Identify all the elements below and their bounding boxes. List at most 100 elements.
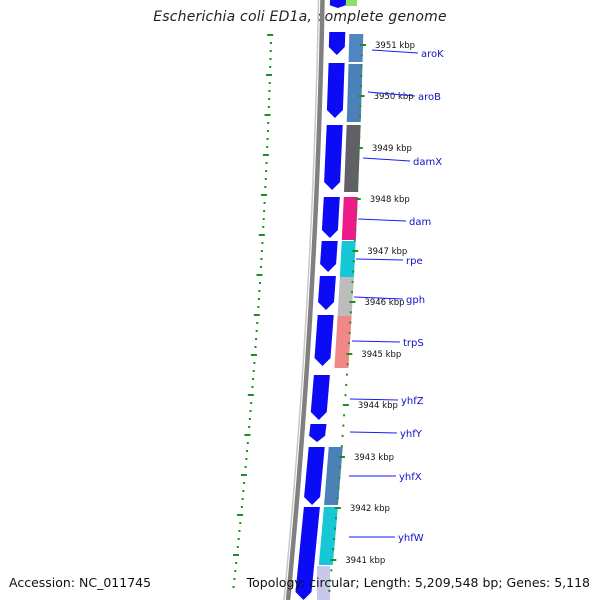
kbp-minor-tick xyxy=(332,548,335,551)
kbp-minor-tick xyxy=(342,424,345,427)
leader-line-damX xyxy=(362,157,411,162)
kbp-minor-tick xyxy=(329,579,332,582)
leader-line-gph xyxy=(353,296,404,300)
gc-tick xyxy=(252,378,255,380)
kbp-minor-tick xyxy=(346,363,349,366)
kbp-minor-tick xyxy=(358,125,361,128)
gene-label-gph: gph xyxy=(406,295,425,306)
kbp-tick xyxy=(354,198,361,200)
kbp-minor-tick xyxy=(353,239,356,242)
backbone-line xyxy=(285,0,325,600)
kbp-tick xyxy=(349,301,356,303)
gc-tick xyxy=(232,554,239,556)
kbp-minor-tick xyxy=(347,342,350,345)
kbp-minor-tick xyxy=(355,208,358,211)
kbp-minor-tick xyxy=(338,476,341,479)
kbp-minor-tick xyxy=(359,85,362,88)
gc-tick xyxy=(253,314,260,316)
kbp-label: 3945 kbp xyxy=(361,350,401,360)
cog-block-aroB xyxy=(346,64,363,122)
accession-label: Accession: NC_011745 xyxy=(9,575,152,590)
cog-block-top xyxy=(346,0,357,6)
gc-tick xyxy=(269,58,272,60)
gc-tick xyxy=(260,250,263,252)
gc-tick xyxy=(264,178,267,180)
kbp-minor-tick xyxy=(341,434,344,437)
gc-tick xyxy=(266,130,269,132)
gc-tick xyxy=(269,42,272,44)
gc-tick xyxy=(259,266,262,268)
gc-tick xyxy=(265,74,272,76)
kbp-minor-tick xyxy=(337,486,340,489)
gc-tick xyxy=(246,442,249,444)
gc-tick xyxy=(232,586,235,588)
kbp-label: 3946 kbp xyxy=(364,298,404,308)
kbp-tick xyxy=(334,507,341,509)
gc-tick xyxy=(257,298,260,300)
gc-tick xyxy=(258,234,265,236)
cog-block-aroK xyxy=(348,34,364,62)
gc-tick xyxy=(263,202,266,204)
map-title: Escherichia coli ED1a, complete genome xyxy=(153,9,447,25)
leader-line-yhfY xyxy=(349,431,398,434)
kbp-tick xyxy=(338,456,345,458)
kbp-tick xyxy=(352,250,359,252)
gc-tick xyxy=(237,538,240,540)
gc-tick xyxy=(245,458,248,460)
kbp-minor-tick xyxy=(354,228,357,231)
kbp-minor-tick xyxy=(351,280,354,283)
cog-block-trpS xyxy=(334,316,352,368)
gc-tick xyxy=(244,466,247,468)
kbp-label: 3951 kbp xyxy=(375,41,415,51)
kbp-minor-tick xyxy=(352,270,355,273)
kbp-minor-tick xyxy=(351,291,354,294)
gc-tick xyxy=(264,114,271,116)
gene-arrow xyxy=(321,197,340,238)
kbp-minor-tick xyxy=(340,445,343,448)
gc-tick xyxy=(256,322,259,324)
cog-block-bottom xyxy=(317,566,330,600)
kbp-minor-tick xyxy=(358,136,361,139)
gene-arrow xyxy=(314,315,334,366)
kbp-label: 3948 kbp xyxy=(370,195,410,205)
kbp-minor-tick xyxy=(348,331,351,334)
gene-label-yhfX: yhfX xyxy=(399,472,422,483)
kbp-label: 3947 kbp xyxy=(367,247,407,257)
gene-arrow xyxy=(320,241,338,272)
backbone-shadow xyxy=(283,0,320,600)
kbp-minor-tick xyxy=(360,74,363,77)
gc-tick xyxy=(262,226,265,228)
gc-tick xyxy=(256,274,263,276)
kbp-minor-tick xyxy=(354,218,357,221)
gc-tick xyxy=(264,186,267,188)
gene-arrow xyxy=(328,32,346,55)
kbp-minor-tick xyxy=(336,497,339,500)
kbp-minor-tick xyxy=(328,589,331,592)
kbp-minor-tick xyxy=(349,321,352,324)
gene-arrow xyxy=(295,507,320,600)
kbp-minor-tick xyxy=(345,373,348,376)
gc-tick xyxy=(255,338,258,340)
kbp-label: 3942 kbp xyxy=(350,504,390,514)
kbp-tick xyxy=(346,353,353,355)
gc-tick xyxy=(246,450,249,452)
cog-block-dam xyxy=(341,197,358,240)
gene-label-aroB: aroB xyxy=(418,92,441,103)
gc-tick xyxy=(258,282,261,284)
gc-tick xyxy=(240,506,243,508)
kbp-minor-tick xyxy=(359,105,362,108)
gc-tick xyxy=(257,306,260,308)
kbp-minor-tick xyxy=(334,517,337,520)
kbp-minor-tick xyxy=(356,177,359,180)
gc-tick xyxy=(243,482,246,484)
gc-tick xyxy=(251,386,254,388)
gc-tick xyxy=(263,210,266,212)
gene-arrow xyxy=(329,0,346,8)
leader-line-rpe xyxy=(355,258,404,261)
kbp-label: 3941 kbp xyxy=(345,556,385,566)
gc-tick xyxy=(241,498,244,500)
gc-tick xyxy=(265,170,268,172)
kbp-minor-tick xyxy=(357,167,360,170)
